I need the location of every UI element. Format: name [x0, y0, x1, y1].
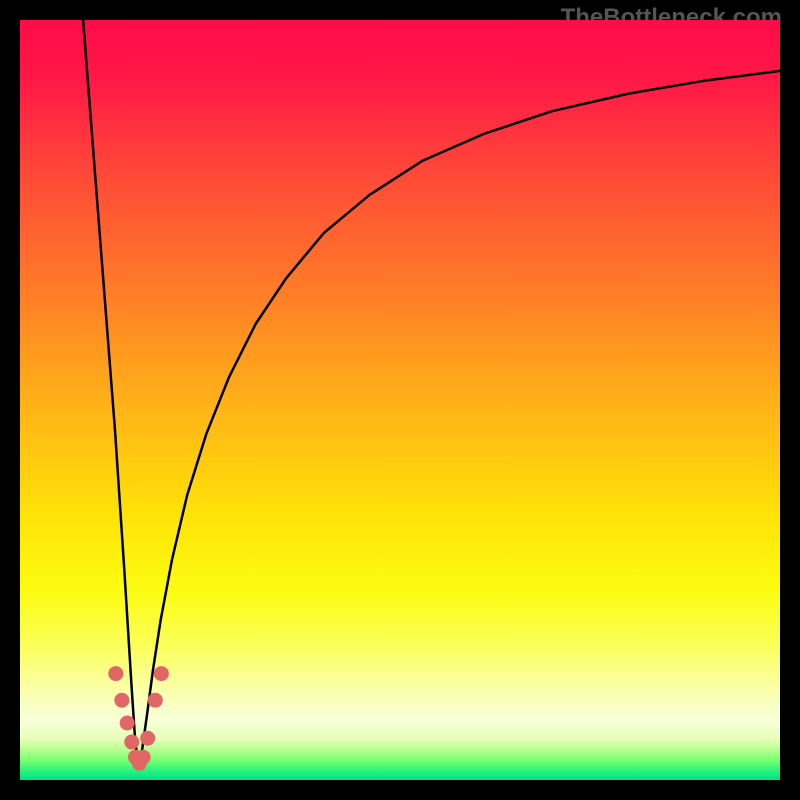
chart-background: [20, 20, 780, 780]
plot-area: [20, 20, 780, 780]
data-marker: [120, 716, 134, 730]
data-marker: [141, 731, 155, 745]
data-marker: [125, 735, 139, 749]
chart-svg: [20, 20, 780, 780]
data-marker: [154, 667, 168, 681]
data-marker: [148, 693, 162, 707]
data-marker: [109, 667, 123, 681]
data-marker: [115, 693, 129, 707]
data-marker: [136, 750, 150, 764]
